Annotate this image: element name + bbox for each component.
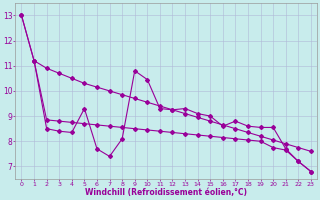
X-axis label: Windchill (Refroidissement éolien,°C): Windchill (Refroidissement éolien,°C) <box>85 188 247 197</box>
